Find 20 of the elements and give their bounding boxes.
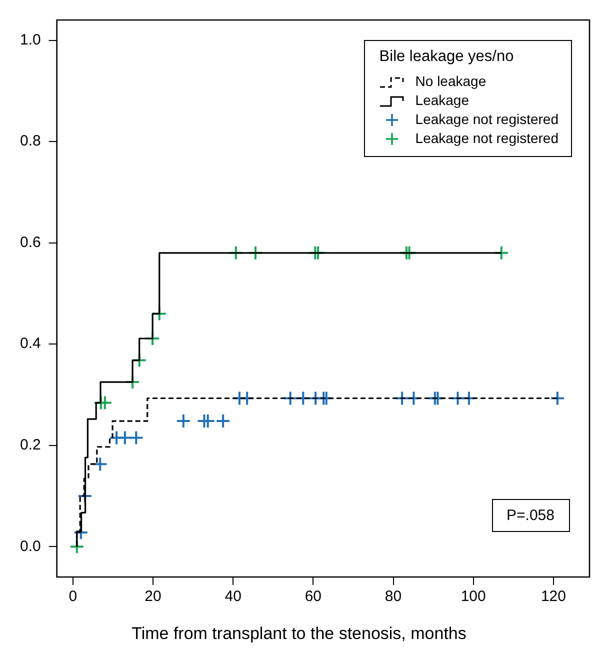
x-tick-label: 20 [144,588,162,606]
y-tick-label: 0.0 [20,538,41,555]
x-tick-label: 60 [304,588,322,606]
legend-label: No leakage [415,72,486,91]
y-tick-label: 0.4 [20,335,41,352]
y-tick-label: 1.0 [20,31,41,48]
legend-label: Leakage [415,91,469,110]
x-tick-label: 40 [224,588,242,606]
annotation: P=.058 [492,499,570,532]
y-tick-label: 0.2 [20,436,41,454]
y-tick-label: 0.6 [20,234,41,251]
x-tick-label: 120 [540,588,566,606]
legend-label: Leakage not registered [415,129,558,148]
legend-label: Leakage not registered [415,110,558,129]
x-tick-label: 80 [384,588,402,606]
y-tick-label: 0.8 [20,132,41,150]
legend-title: Bile leakage yes/no [379,47,515,66]
x-tick-label: 100 [460,588,486,606]
x-axis-title: Time from transplant to the stenosis, months [130,624,468,644]
x-tick-label: 0 [68,588,78,606]
